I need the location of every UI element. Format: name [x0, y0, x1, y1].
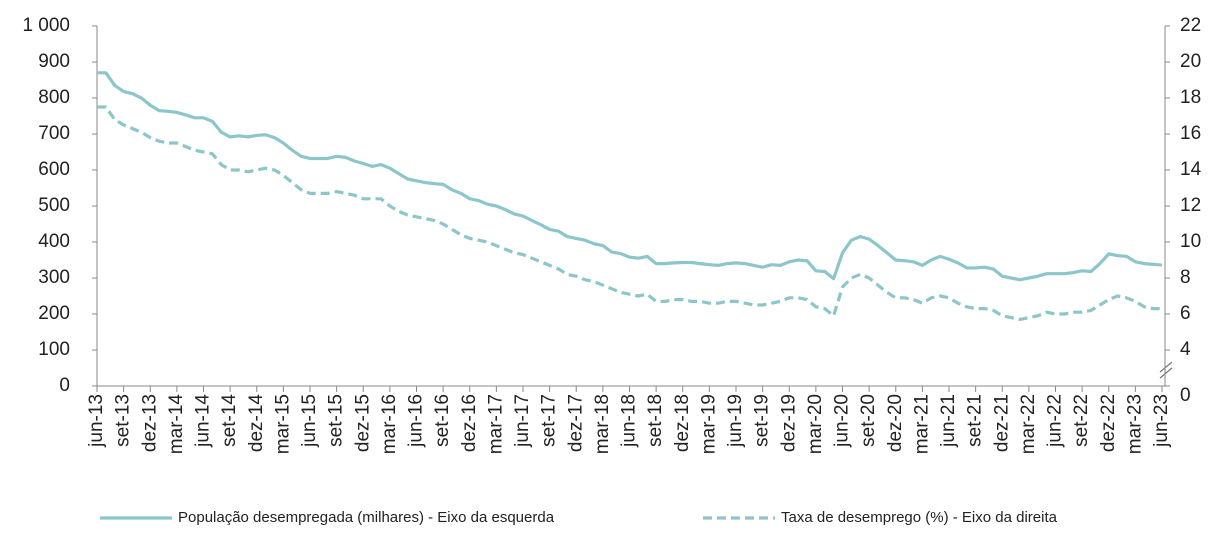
- x-tick-label: jun-16: [406, 394, 427, 448]
- x-tick-label: dez-14: [246, 394, 267, 453]
- x-tick-label: jun-14: [193, 394, 214, 448]
- x-tick-label: dez-15: [352, 394, 373, 452]
- y2-tick-label: 12: [1180, 195, 1201, 216]
- x-tick-label: jun-23: [1151, 394, 1172, 448]
- y-tick-label: 300: [38, 267, 70, 288]
- y-tick-label: 1 000: [22, 15, 70, 36]
- y2-tick-label: 0: [1180, 385, 1191, 406]
- x-tick-label: dez-18: [672, 394, 693, 452]
- x-tick-label: set-16: [432, 394, 453, 447]
- y2-tick-label: 20: [1180, 51, 1201, 72]
- x-tick-label: set-15: [326, 394, 347, 447]
- data-line: [97, 71, 1163, 282]
- x-tick-label: set-21: [965, 394, 986, 447]
- y-tick-label: 600: [38, 159, 70, 180]
- y-tick-label: 500: [38, 195, 70, 216]
- data-line: [97, 105, 1162, 321]
- y2-tick-label: 10: [1180, 231, 1201, 252]
- y-tick-label: 900: [38, 51, 70, 72]
- x-tick-label: set-14: [219, 394, 240, 447]
- x-tick-label: dez-16: [459, 394, 480, 452]
- y2-tick-label: 4: [1180, 339, 1191, 360]
- x-tick-label: mar-23: [1124, 394, 1145, 454]
- x-tick-label: jun-21: [938, 394, 959, 448]
- y2-tick-label: 16: [1180, 123, 1201, 144]
- x-tick-label: mar-15: [272, 394, 293, 454]
- x-tick-label: set-22: [1071, 394, 1092, 447]
- x-tick-label: set-17: [539, 394, 560, 447]
- x-tick-label: jun-17: [512, 394, 533, 448]
- x-tick-label: jun-22: [1045, 394, 1066, 448]
- x-tick-label: jun-19: [725, 394, 746, 448]
- y-tick-label: 0: [59, 375, 70, 396]
- x-tick-label: dez-13: [139, 394, 160, 452]
- x-tick-label: set-19: [752, 394, 773, 447]
- x-tick-label: mar-19: [698, 394, 719, 454]
- y2-tick-label: 14: [1180, 159, 1202, 180]
- x-tick-label: mar-18: [592, 394, 613, 454]
- x-tick-label: set-18: [645, 394, 666, 447]
- x-tick-label: mar-22: [1018, 394, 1039, 454]
- x-tick-label: jun-18: [619, 394, 640, 448]
- x-tick-label: mar-17: [485, 394, 506, 454]
- x-tick-label: dez-21: [991, 394, 1012, 452]
- x-tick-label: mar-20: [805, 394, 826, 454]
- y2-tick-label: 22: [1180, 15, 1201, 36]
- legend-label: População desempregada (milhares) - Eixo…: [178, 509, 555, 526]
- x-tick-label: mar-16: [379, 394, 400, 454]
- x-tick-label: jun-13: [86, 394, 107, 448]
- y-tick-label: 400: [38, 231, 70, 252]
- y2-tick-label: 8: [1180, 267, 1191, 288]
- x-tick-label: mar-14: [166, 394, 187, 455]
- y-tick-label: 800: [38, 87, 70, 108]
- x-tick-label: dez-19: [778, 394, 799, 452]
- x-tick-label: dez-20: [885, 394, 906, 452]
- x-tick-label: jun-15: [299, 394, 320, 448]
- y-tick-label: 700: [38, 123, 70, 144]
- x-tick-label: jun-20: [832, 394, 853, 448]
- legend-label: Taxa de desemprego (%) - Eixo da direita: [781, 509, 1058, 526]
- x-tick-label: dez-17: [565, 394, 586, 452]
- y-tick-label: 200: [38, 303, 70, 324]
- legend: População desempregada (milhares) - Eixo…: [100, 509, 1058, 526]
- y-tick-label: 100: [38, 339, 70, 360]
- axis-break: [1159, 361, 1173, 379]
- x-tick-label: set-13: [113, 394, 134, 447]
- y2-tick-label: 6: [1180, 303, 1191, 324]
- y2-tick-label: 18: [1180, 87, 1201, 108]
- x-tick-label: dez-22: [1098, 394, 1119, 452]
- x-tick-label: mar-21: [911, 394, 932, 454]
- x-tick-label: set-20: [858, 394, 879, 447]
